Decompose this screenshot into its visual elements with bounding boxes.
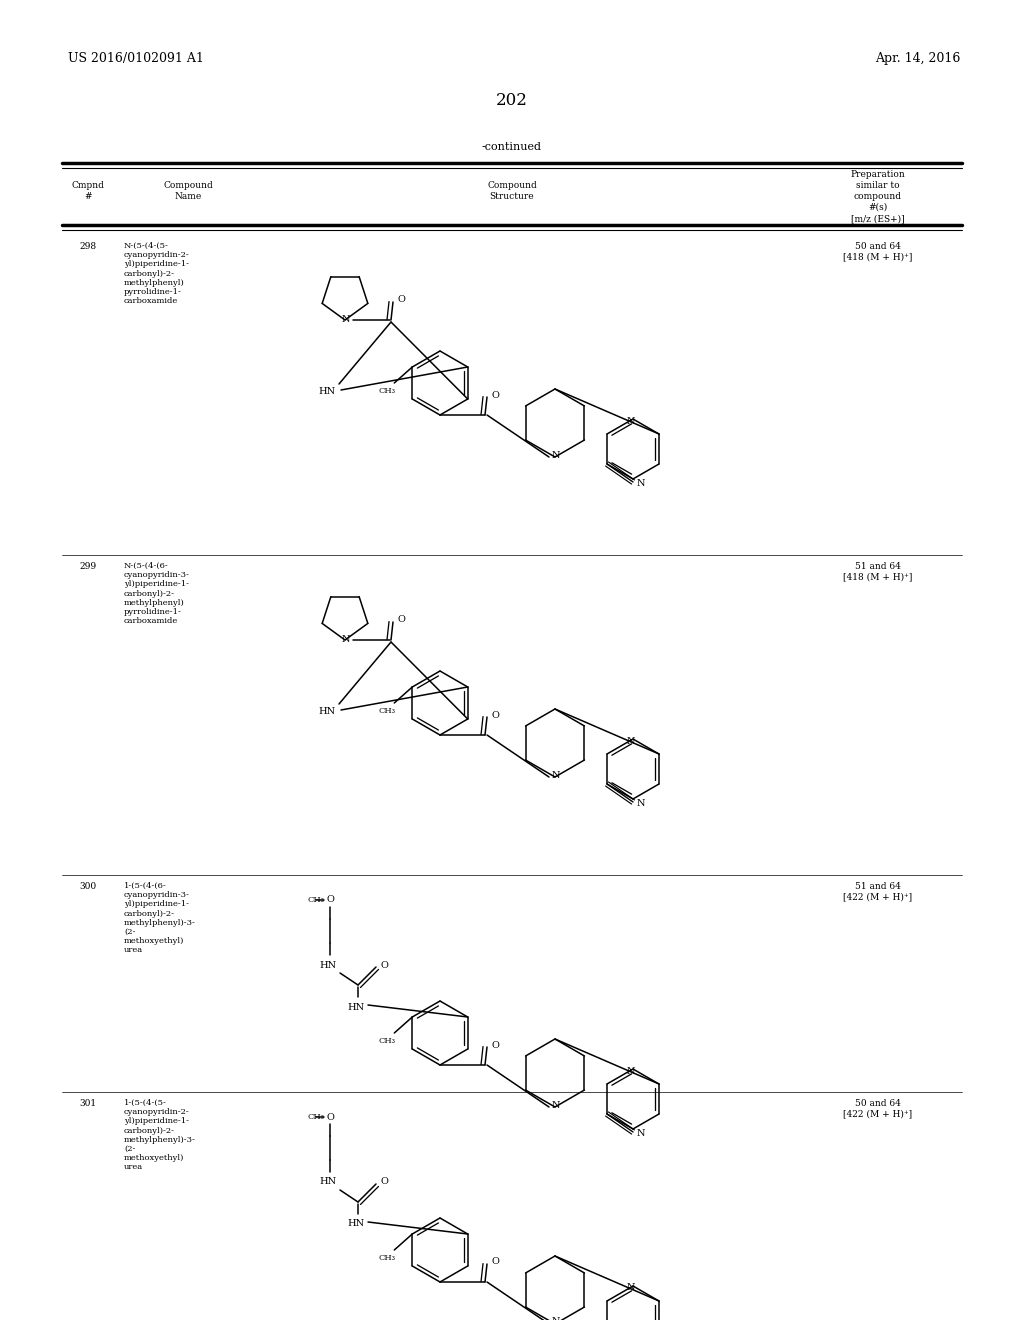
Text: similar to: similar to — [856, 181, 900, 190]
Text: N: N — [637, 1130, 645, 1138]
Text: 1-(5-(4-(5-
cyanopyridin-2-
yl)piperidine-1-
carbonyl)-2-
methylphenyl)-3-
(2-
m: 1-(5-(4-(5- cyanopyridin-2- yl)piperidin… — [124, 1100, 196, 1171]
Text: HN: HN — [318, 388, 336, 396]
Text: 51 and 64
[422 (M + H)⁺]: 51 and 64 [422 (M + H)⁺] — [844, 882, 912, 902]
Text: 51 and 64
[418 (M + H)⁺]: 51 and 64 [418 (M + H)⁺] — [844, 562, 912, 581]
Text: N: N — [627, 737, 635, 746]
Text: HN: HN — [318, 708, 336, 717]
Text: CH₃: CH₃ — [379, 1038, 396, 1045]
Text: O: O — [397, 615, 404, 624]
Text: US 2016/0102091 A1: US 2016/0102091 A1 — [68, 51, 204, 65]
Text: Compound: Compound — [487, 181, 537, 190]
Text: CH₃: CH₃ — [379, 708, 396, 715]
Text: Cmpnd: Cmpnd — [72, 181, 104, 190]
Text: -continued: -continued — [482, 143, 542, 152]
Text: CH₃: CH₃ — [379, 387, 396, 395]
Text: #: # — [84, 191, 92, 201]
Text: O: O — [492, 1040, 499, 1049]
Text: Preparation: Preparation — [851, 170, 905, 180]
Text: compound: compound — [854, 191, 902, 201]
Text: Apr. 14, 2016: Apr. 14, 2016 — [874, 51, 961, 65]
Text: N: N — [627, 1067, 635, 1076]
Text: 50 and 64
[418 (M + H)⁺]: 50 and 64 [418 (M + H)⁺] — [844, 242, 912, 261]
Text: N: N — [552, 1317, 560, 1320]
Text: N: N — [552, 1101, 560, 1110]
Text: O: O — [492, 1258, 499, 1266]
Text: N: N — [342, 635, 350, 644]
Text: O: O — [397, 296, 404, 305]
Text: O: O — [380, 1177, 388, 1187]
Text: N: N — [637, 479, 645, 488]
Text: N-(5-(4-(6-
cyanopyridin-3-
yl)piperidine-1-
carbonyl)-2-
methylphenyl)
pyrrolid: N-(5-(4-(6- cyanopyridin-3- yl)piperidin… — [124, 562, 189, 626]
Text: N: N — [627, 417, 635, 425]
Text: O: O — [380, 961, 388, 969]
Text: 50 and 64
[422 (M + H)⁺]: 50 and 64 [422 (M + H)⁺] — [844, 1100, 912, 1118]
Text: N-(5-(4-(5-
cyanopyridin-2-
yl)piperidine-1-
carbonyl)-2-
methylphenyl)
pyrrolid: N-(5-(4-(5- cyanopyridin-2- yl)piperidin… — [124, 242, 189, 305]
Text: HN: HN — [347, 1220, 365, 1229]
Text: HN: HN — [347, 1002, 365, 1011]
Text: [m/z (ES+)]: [m/z (ES+)] — [851, 214, 905, 223]
Text: 299: 299 — [80, 562, 96, 572]
Text: N: N — [637, 800, 645, 808]
Text: N: N — [342, 314, 350, 323]
Text: HN: HN — [319, 1177, 337, 1187]
Text: 301: 301 — [80, 1100, 96, 1107]
Text: O: O — [492, 710, 499, 719]
Text: O: O — [492, 391, 499, 400]
Text: CH₃: CH₃ — [379, 1254, 396, 1262]
Text: 202: 202 — [496, 92, 528, 110]
Text: O: O — [326, 895, 334, 904]
Text: CH₃: CH₃ — [308, 1113, 325, 1121]
Text: Name: Name — [174, 191, 202, 201]
Text: O: O — [326, 1113, 334, 1122]
Text: HN: HN — [319, 961, 337, 969]
Text: CH₃: CH₃ — [308, 896, 325, 904]
Text: #(s): #(s) — [868, 203, 888, 213]
Text: N: N — [552, 450, 560, 459]
Text: N: N — [552, 771, 560, 780]
Text: 300: 300 — [80, 882, 96, 891]
Text: Compound: Compound — [163, 181, 213, 190]
Text: Structure: Structure — [489, 191, 535, 201]
Text: 1-(5-(4-(6-
cyanopyridin-3-
yl)piperidine-1-
carbonyl)-2-
methylphenyl)-3-
(2-
m: 1-(5-(4-(6- cyanopyridin-3- yl)piperidin… — [124, 882, 196, 954]
Text: 298: 298 — [80, 242, 96, 251]
Text: N: N — [627, 1283, 635, 1292]
